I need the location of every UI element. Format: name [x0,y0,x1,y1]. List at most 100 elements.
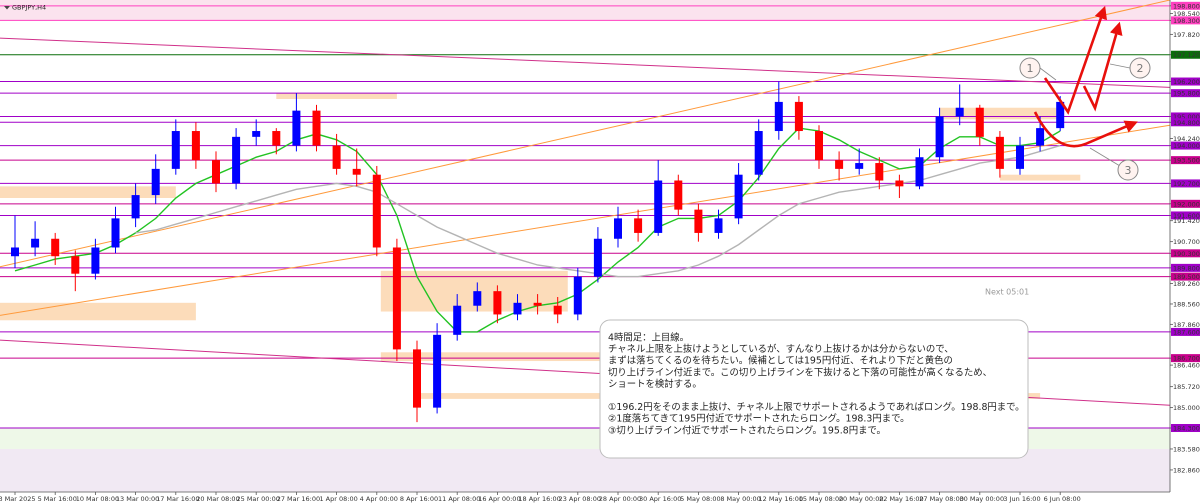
marker-label: 3 [1125,164,1132,177]
note-line: ①196.2円をそのまま上抜け、チャネル上限でサポートされるようであればロング。… [608,401,1025,413]
y-tick-highlight [1171,112,1200,121]
x-tick-label: 27 Mar 16:00 [277,495,320,503]
y-tick-label: 195.000 [1173,113,1200,121]
symbol-title: GBPJPY,H4 [12,4,46,12]
marker-connector [1039,67,1057,81]
scenario-arrow [1082,21,1123,112]
zone [939,107,1061,120]
y-tick-label: 189.260 [1173,280,1200,288]
candle-body [332,145,341,169]
candle-body [232,136,241,184]
y-tick-highlight [1171,327,1200,336]
candle-body [533,302,542,306]
candle-body [151,168,160,196]
y-tick-label: 190.700 [1173,238,1200,246]
x-tick-label: 30 Apr 16:00 [639,495,681,503]
y-tick-label: 193.500 [1173,157,1200,165]
zone [276,93,397,99]
y-tick-label: 192.700 [1173,180,1200,188]
candle-body [433,334,442,408]
candle-body [212,160,220,184]
candle-body [131,195,140,219]
candle-body [835,160,844,169]
y-tick-label: 183.580 [1173,445,1200,453]
y-tick-highlight [1171,16,1200,25]
y-tick-highlight [1171,263,1200,272]
y-tick-label: 192.000 [1173,200,1200,208]
candle-body [11,247,19,257]
x-tick-label: 8 May 00:00 [720,495,760,503]
candle-body [915,157,924,187]
candle-body [272,131,281,146]
candle-body [372,174,381,248]
note-box [599,319,1029,459]
x-tick-label: 8 Apr 16:00 [400,495,438,503]
y-tick-label: 191.600 [1173,212,1200,220]
candle-body [392,247,401,350]
y-tick-label: 198.540 [1173,10,1200,18]
y-tick-label: 189.500 [1173,273,1200,281]
candle-body [31,238,40,248]
candle-body [71,256,80,274]
y-tick-label: 195.800 [1173,90,1200,98]
candle-body [493,291,502,315]
candle-body [654,180,663,233]
candle-body [875,163,884,181]
scenario-arrow [1043,5,1107,115]
note-line: ③切り上げライン付近でサポートされたらロング。195.8円まで。 [608,424,886,436]
x-tick-label: 16 Apr 00:00 [478,495,520,503]
y-tick-highlight [1171,141,1200,150]
y-tick-highlight [1171,118,1200,127]
candle-body [252,131,261,137]
candle-body [1056,101,1065,129]
candle-body [171,131,180,169]
y-tick-label: 196.200 [1173,78,1200,86]
marker-connector [1089,147,1121,167]
y-tick-highlight [1171,424,1200,433]
y-tick-label: 182.860 [1173,466,1200,474]
x-tick-label: 20 Mar 08:00 [196,495,239,503]
y-tick-label: 197.820 [1173,31,1200,39]
marker-circle [1117,159,1139,181]
candle-body [111,218,120,248]
y-tick-label: 194.800 [1173,119,1200,127]
x-tick-label: 15 May 08:00 [799,495,844,503]
marker-label: 2 [1137,62,1144,75]
x-tick-label: 22 May 16:00 [879,495,924,503]
y-tick-label: 189.800 [1173,264,1200,272]
candle-body [634,218,643,233]
zone [999,174,1081,181]
x-tick-label: 3 Mar 2025 [0,495,36,503]
candle-body [312,110,321,146]
candle-body [413,349,421,408]
candle-body [91,247,100,274]
trend-line [0,37,1170,88]
y-tick-label: 194.000 [1173,142,1200,150]
x-tick-label: 30 May 00:00 [960,495,1005,503]
y-tick-label: 185.720 [1173,383,1200,391]
y-tick-label: 187.600 [1173,328,1200,336]
x-tick-label: 5 May 08:00 [680,495,720,503]
candle-body [573,276,582,315]
candle-body [51,238,60,257]
candle-body [855,163,864,169]
y-tick-highlight [1171,249,1200,258]
x-tick-label: 11 Apr 08:00 [438,495,480,503]
y-tick-label: 184.300 [1173,425,1200,433]
x-tick-label: 18 Apr 16:00 [518,495,560,503]
zone [380,352,639,362]
y-tick-label: 197.120 [1173,51,1200,59]
y-tick-highlight [1171,272,1200,281]
candle-body [794,101,803,132]
y-tick-label: 186.460 [1173,362,1200,370]
x-tick-label: 4 Apr 00:00 [360,495,398,503]
y-tick-highlight [1171,89,1200,98]
zone [0,302,196,321]
trend-line [0,0,1170,268]
candle-body [614,218,622,239]
note-line: ②1度落ちてきて195円付近でサポートされたらロング。198.3円まで。 [608,413,909,425]
candle-body [734,174,743,219]
x-tick-label: 10 Mar 08:00 [76,495,119,503]
